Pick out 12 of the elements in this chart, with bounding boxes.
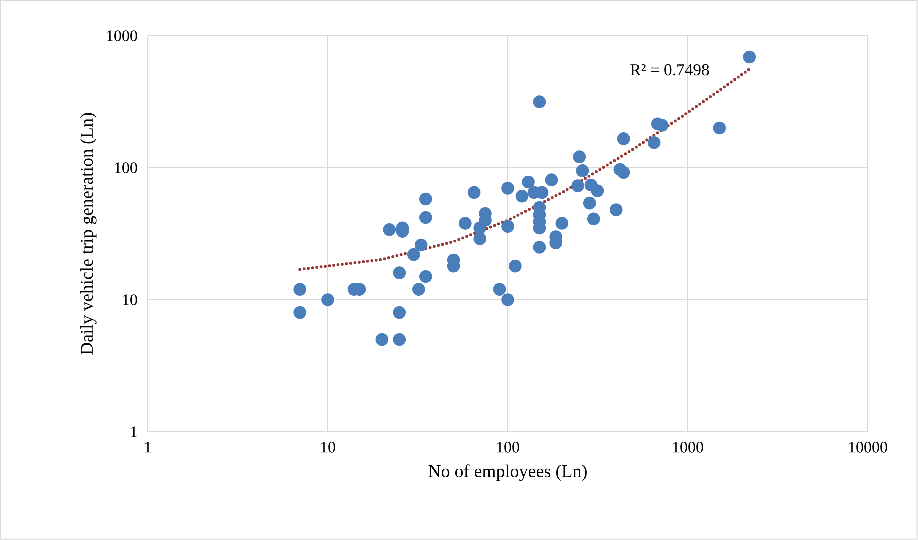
- x-tick-label: 10000: [849, 442, 888, 453]
- x-tick-label: 1: [145, 442, 152, 453]
- y-tick-label: 1: [131, 426, 138, 438]
- y-tick-label: 1000: [107, 30, 138, 42]
- x-tick-label: 10: [321, 442, 336, 453]
- y-tick-label: 10: [123, 294, 138, 306]
- annotation: R² = 0.7498: [630, 64, 710, 76]
- x-tick-label: 100: [497, 442, 520, 453]
- x-tick-label: 1000: [673, 442, 704, 453]
- y-tick-label: 100: [115, 162, 138, 174]
- x-axis-title: No of employees (Ln): [428, 464, 587, 482]
- y-axis-title: Daily vehicle trip generation (Ln): [80, 113, 97, 355]
